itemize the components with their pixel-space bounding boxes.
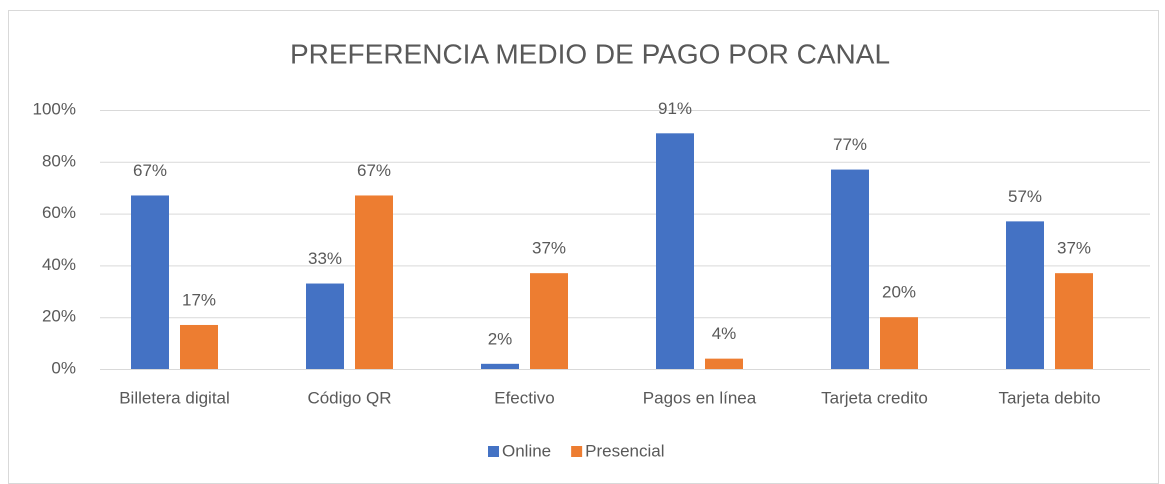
bar xyxy=(1055,273,1093,369)
data-label: 37% xyxy=(1057,239,1091,258)
data-label: 67% xyxy=(357,161,391,180)
legend-swatch xyxy=(571,446,583,457)
data-label: 77% xyxy=(833,135,867,154)
bar xyxy=(1006,221,1044,369)
legend-swatch xyxy=(488,446,499,457)
chart-title: PREFERENCIA MEDIO DE PAGO POR CANAL xyxy=(290,38,890,69)
bar xyxy=(656,133,694,369)
x-tick-label: Tarjeta debito xyxy=(998,388,1100,407)
x-tick-label: Código QR xyxy=(307,388,391,407)
x-tick-label: Pagos en línea xyxy=(643,388,757,407)
data-label: 33% xyxy=(308,249,342,268)
chart-frame xyxy=(8,10,1159,484)
bar xyxy=(530,273,568,369)
legend-label: Presencial xyxy=(585,441,664,460)
data-label: 67% xyxy=(133,161,167,180)
data-label: 2% xyxy=(488,329,513,348)
legend-label: Online xyxy=(502,441,551,460)
y-tick-label: 0% xyxy=(51,358,76,377)
bar xyxy=(355,195,393,369)
x-tick-label: Billetera digital xyxy=(119,388,230,407)
bar xyxy=(481,363,519,369)
y-tick-label: 80% xyxy=(42,151,76,170)
y-tick-label: 20% xyxy=(42,307,76,326)
bar xyxy=(831,169,869,369)
data-label: 20% xyxy=(882,283,916,302)
data-label: 91% xyxy=(658,99,692,118)
bar xyxy=(880,317,918,369)
y-tick-label: 40% xyxy=(42,255,76,274)
x-tick-label: Efectivo xyxy=(494,388,554,407)
bar xyxy=(306,283,344,369)
data-label: 4% xyxy=(712,324,737,343)
bar xyxy=(131,195,169,369)
y-tick-label: 60% xyxy=(42,203,76,222)
bar xyxy=(180,324,218,369)
bar xyxy=(705,358,743,369)
data-label: 17% xyxy=(182,290,216,309)
data-label: 57% xyxy=(1008,187,1042,206)
x-tick-label: Tarjeta credito xyxy=(821,388,928,407)
y-tick-label: 100% xyxy=(33,99,76,118)
data-label: 37% xyxy=(532,239,566,258)
